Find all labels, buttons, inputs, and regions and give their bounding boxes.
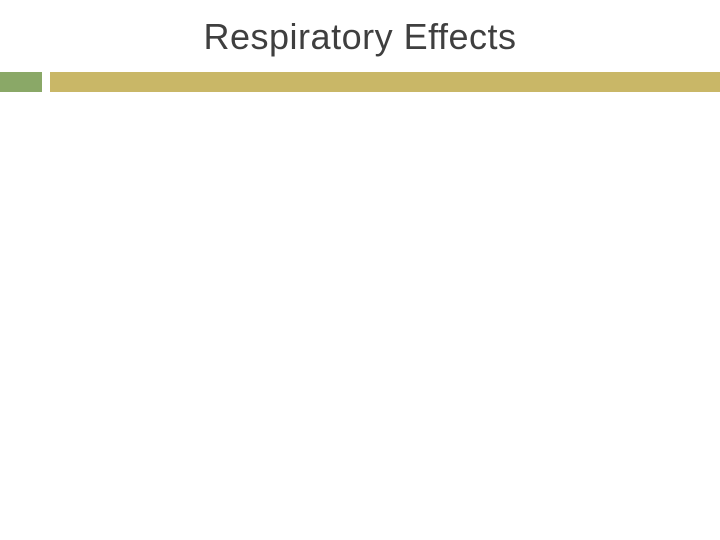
title-divider	[0, 72, 720, 92]
divider-main-bar	[50, 72, 720, 92]
divider-accent-block	[0, 72, 42, 92]
slide-title: Respiratory Effects	[0, 16, 720, 58]
